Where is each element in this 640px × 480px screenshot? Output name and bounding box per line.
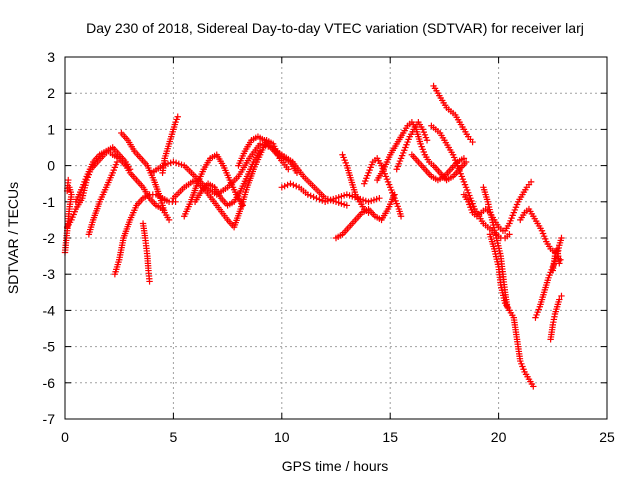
data-point [313, 194, 320, 202]
plot-frame [64, 56, 608, 420]
series-arc6 [139, 220, 153, 285]
y-tick-label: 2 [47, 85, 55, 101]
y-tick-label: -1 [43, 194, 56, 210]
series-arc13 [235, 133, 301, 177]
y-tick-label: 1 [47, 121, 55, 137]
data-point [293, 169, 301, 177]
series-arc23 [460, 191, 507, 234]
series-arc25 [486, 231, 537, 390]
chart-title: Day 230 of 2018, Sidereal Day-to-day VTE… [86, 20, 584, 36]
data-point [397, 213, 405, 220]
data-point [319, 197, 326, 204]
data-point [530, 383, 537, 390]
series-arc4 [85, 158, 121, 238]
data-point [284, 181, 291, 189]
data-point [460, 155, 468, 162]
data-point [304, 191, 312, 198]
series-arc16 [339, 151, 372, 216]
data-point [556, 260, 563, 267]
data-point [310, 193, 317, 201]
series-arc8 [159, 113, 181, 177]
data-point [376, 194, 383, 202]
data-point [174, 113, 181, 120]
series-arc27 [517, 205, 559, 256]
y-tick-label: 0 [47, 158, 55, 174]
data-point [558, 234, 565, 242]
y-tick-label: -4 [43, 302, 56, 318]
series-arc17 [360, 155, 405, 220]
series-arc20 [408, 151, 468, 184]
series-arc26 [501, 178, 535, 234]
x-tick-label: 0 [61, 429, 69, 445]
series-arc14 [278, 180, 383, 205]
data-point [423, 137, 431, 144]
data-point [557, 256, 564, 263]
x-tick-label: 10 [274, 429, 290, 445]
data-point [527, 178, 535, 186]
series-arc12 [191, 147, 264, 209]
data-point [316, 196, 323, 203]
data-point [506, 231, 513, 238]
series-arc5 [111, 191, 179, 278]
data-point [165, 216, 173, 224]
data-marks [61, 82, 565, 390]
data-point [278, 184, 285, 191]
y-axis-label: SDTVAR / TECUs [5, 182, 21, 294]
series-arc24 [480, 184, 513, 314]
data-point [113, 158, 121, 166]
data-point [126, 166, 134, 173]
data-point [172, 198, 179, 205]
data-point [146, 278, 153, 285]
x-tick-label: 15 [382, 429, 398, 445]
data-point [293, 182, 300, 190]
data-point [256, 147, 264, 155]
data-point [558, 292, 565, 300]
series-arc28 [532, 234, 565, 321]
data-point [504, 303, 511, 310]
x-tick-label: 20 [491, 429, 507, 445]
data-point [556, 296, 563, 303]
data-point [290, 181, 297, 189]
data-point [343, 202, 351, 209]
x-tick-label: 25 [599, 429, 615, 445]
y-tick-label: -2 [43, 230, 56, 246]
x-axis-label: GPS time / hours [282, 458, 389, 474]
y-tick-label: -7 [43, 411, 56, 427]
series-arc18 [373, 118, 470, 184]
data-point [307, 192, 314, 199]
data-point [285, 166, 292, 173]
series-arc19 [393, 118, 431, 173]
data-point [65, 176, 72, 184]
y-tick-label: -5 [43, 339, 56, 355]
data-point [281, 182, 288, 190]
data-point [469, 138, 476, 146]
y-tick-label: -6 [43, 375, 56, 391]
data-point [287, 180, 294, 187]
series-arc7 [118, 129, 173, 224]
y-tick-label: 3 [47, 49, 55, 65]
data-point [365, 209, 372, 216]
series-arc2 [63, 147, 166, 231]
series-arc3 [72, 144, 134, 205]
series-arc30 [547, 292, 565, 343]
data-point [462, 158, 470, 166]
series-arc21 [430, 82, 476, 146]
y-tick-label: -3 [43, 266, 56, 282]
x-tick-label: 5 [170, 429, 178, 445]
series-arc29 [549, 245, 564, 274]
